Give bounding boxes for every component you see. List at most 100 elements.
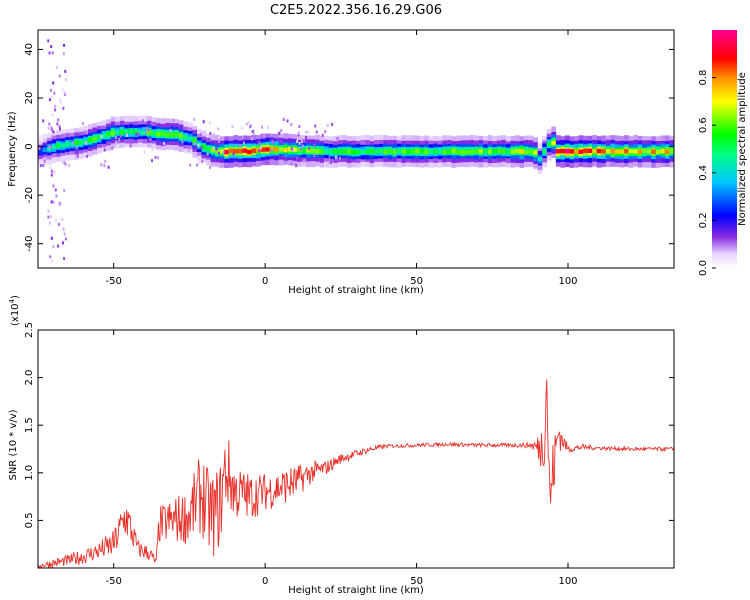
heatmap-speckle: [54, 219, 57, 223]
heatmap-speckle: [313, 143, 316, 147]
heatmap-speckle: [50, 236, 53, 240]
heatmap-speckle: [50, 128, 53, 132]
heatmap-speckle: [51, 113, 54, 117]
heatmap-cell: [405, 149, 411, 154]
heatmap-speckle: [63, 91, 66, 95]
heatmap-speckle: [321, 133, 324, 137]
heatmap-speckle: [295, 164, 298, 168]
heatmap-speckle: [138, 132, 141, 136]
x-tick-label: 50: [410, 576, 423, 587]
heatmap-cell: [219, 149, 225, 154]
heatmap-cell: [519, 149, 525, 154]
heatmap-speckle: [142, 119, 145, 123]
heatmap-cell: [415, 149, 420, 154]
heatmap-cell: [65, 141, 71, 147]
heatmap-speckle: [215, 147, 218, 151]
heatmap-cell: [246, 149, 252, 155]
heatmap-speckle: [64, 162, 67, 166]
heatmap-speckle: [103, 148, 106, 152]
heatmap-cell: [183, 135, 189, 140]
heatmap-speckle: [47, 215, 50, 219]
heatmap-cell: [278, 147, 284, 152]
heatmap-speckle: [62, 106, 65, 110]
heatmap-cell: [346, 149, 352, 154]
heatmap-cell: [655, 149, 661, 155]
heatmap-speckle: [104, 159, 107, 163]
heatmap-cell: [592, 149, 598, 154]
y-tick-label: 20: [24, 92, 35, 105]
heatmap-speckle: [72, 141, 75, 145]
snr-y-axis: 0.5 1.0 1.5 2.0 2.5: [24, 322, 674, 528]
heatmap-cell: [601, 149, 607, 154]
heatmap-cell: [469, 149, 475, 155]
heatmap-speckle: [290, 147, 293, 151]
heatmap-speckle: [63, 257, 66, 261]
heatmap-speckle: [308, 147, 311, 151]
heatmap-speckle: [247, 121, 250, 125]
heatmap-speckle: [43, 159, 46, 163]
snr-scale-label: (x104): [8, 295, 21, 326]
heatmap-speckle: [296, 139, 299, 143]
heatmap-speckle: [57, 118, 60, 122]
heatmap-speckle: [217, 151, 220, 155]
heatmap-speckle: [58, 74, 61, 78]
heatmap-cell: [642, 148, 648, 153]
heatmap-cell: [83, 139, 89, 144]
snr-frame: [37, 329, 675, 569]
heatmap-speckle: [51, 51, 54, 55]
heatmap-speckle: [266, 160, 269, 164]
heatmap-cell: [669, 148, 674, 154]
heatmap-speckle: [51, 259, 54, 263]
heatmap-cell: [210, 147, 216, 153]
heatmap-speckle: [218, 139, 221, 143]
heatmap-speckle: [212, 133, 215, 137]
heatmap-speckle: [53, 152, 56, 156]
heatmap-speckle: [64, 237, 67, 241]
heatmap-speckle: [47, 39, 50, 43]
heatmap-cell: [51, 144, 57, 150]
heatmap-speckle: [198, 161, 201, 165]
spectrogram-heatmap: [38, 39, 674, 263]
heatmap-cell: [260, 147, 266, 152]
heatmap-cell: [546, 142, 552, 147]
heatmap-speckle: [297, 158, 300, 162]
heatmap-speckle: [58, 125, 61, 129]
heatmap-speckle: [49, 221, 52, 225]
heatmap-speckle: [327, 161, 330, 165]
heatmap-cell: [664, 149, 670, 154]
heatmap-cell: [265, 147, 270, 152]
heatmap-cell: [614, 149, 620, 154]
heatmap-speckle: [58, 127, 61, 131]
heatmap-speckle: [313, 154, 316, 158]
heatmap-cell: [574, 149, 579, 154]
snr-panel: -50 0 50 100 0.5 1.0 1.5 2.0 2.5 Height of stra…: [8, 295, 675, 596]
heatmap-speckle: [48, 122, 51, 126]
heatmap-speckle: [197, 143, 200, 147]
heatmap-speckle: [64, 78, 67, 82]
heatmap-speckle: [50, 95, 53, 99]
heatmap-speckle: [53, 91, 56, 95]
colorbar-label: Normalized spectral amplitude: [737, 72, 748, 226]
heatmap-speckle: [249, 125, 252, 129]
heatmap-speckle: [242, 136, 245, 140]
heatmap-speckle: [50, 173, 53, 177]
heatmap-speckle: [187, 148, 190, 152]
heatmap-speckle: [201, 159, 204, 163]
heatmap-speckle: [75, 146, 78, 150]
heatmap-speckle: [63, 232, 66, 236]
heatmap-cell: [60, 143, 66, 148]
heatmap-speckle: [108, 141, 111, 145]
heatmap-cell: [478, 149, 484, 154]
heatmap-cell: [555, 149, 561, 154]
heatmap-speckle: [253, 133, 256, 137]
heatmap-cell: [496, 148, 502, 153]
heatmap-cell: [119, 130, 125, 135]
heatmap-speckle: [196, 163, 199, 167]
heatmap-cell: [560, 148, 566, 154]
heatmap-speckle: [50, 215, 53, 219]
heatmap-cell: [583, 148, 588, 154]
heatmap-speckle: [181, 140, 184, 144]
heatmap-cell: [392, 149, 398, 155]
heatmap-cell: [87, 137, 93, 143]
